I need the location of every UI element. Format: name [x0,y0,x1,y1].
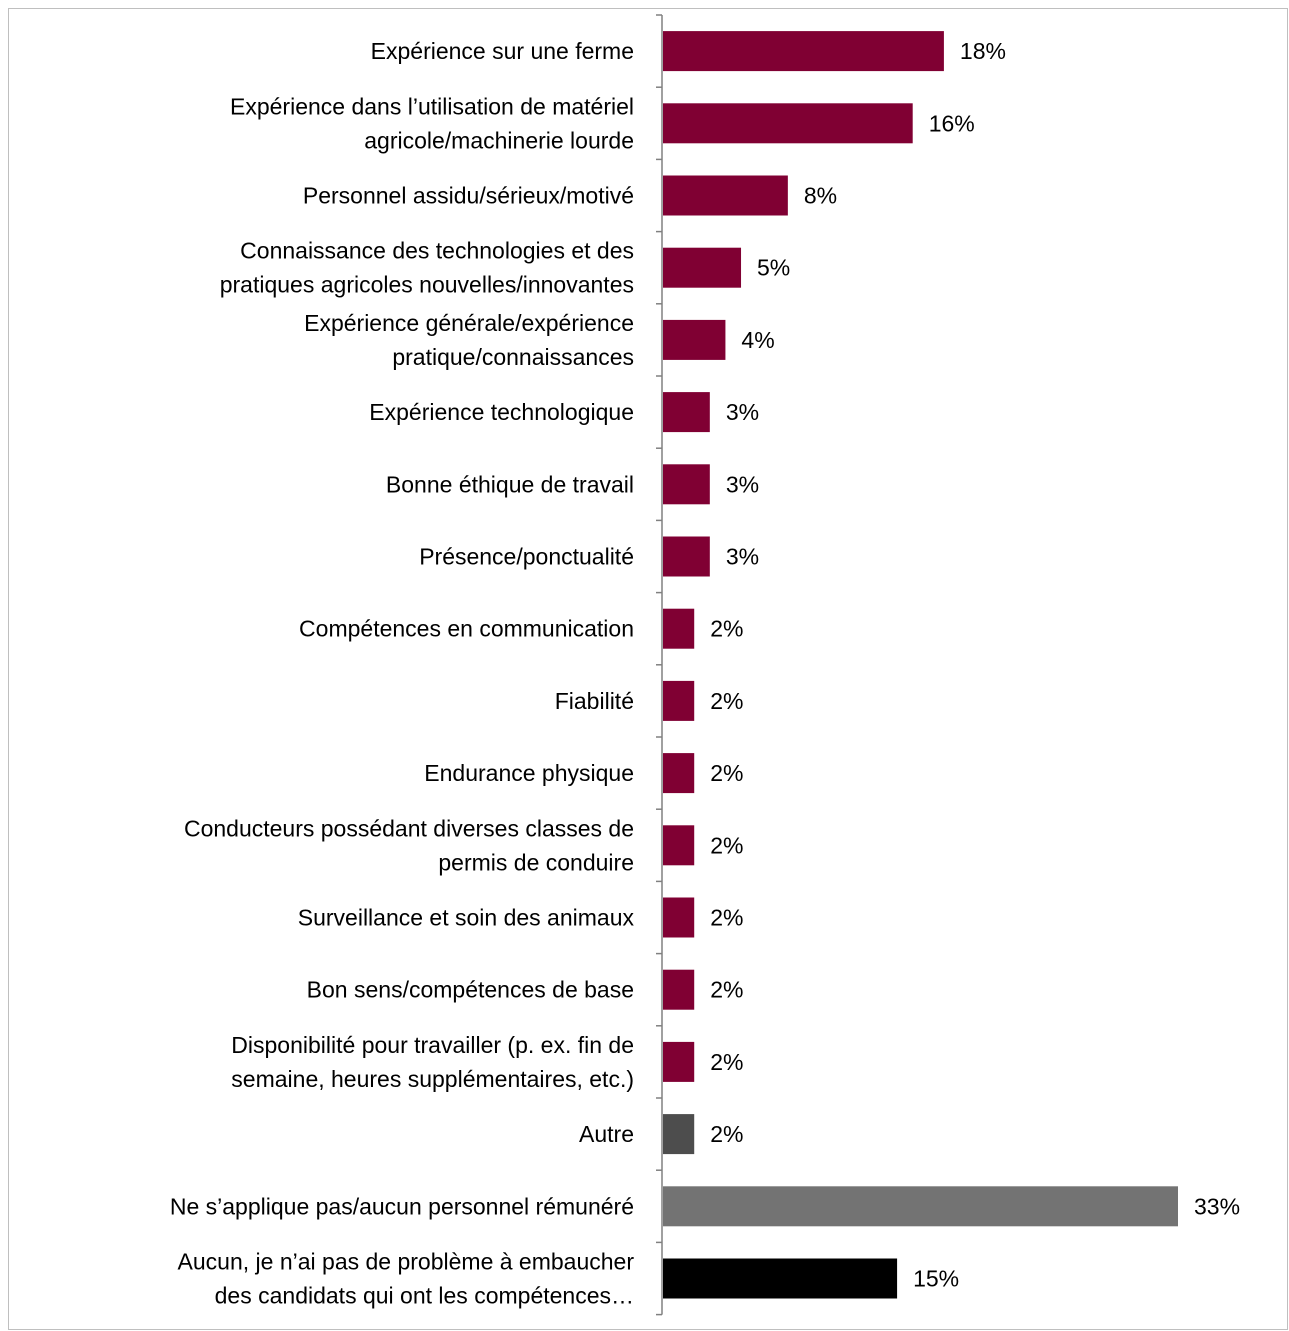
bar [663,608,695,649]
bar [663,392,710,433]
data-label: 3% [726,471,759,497]
data-label: 2% [710,977,743,1003]
bar [663,1186,1178,1227]
data-label: 4% [741,327,774,353]
category-label: Expérience sur une ferme [371,38,634,64]
data-label: 16% [929,110,975,136]
category-label: des candidats qui ont les compétences… [215,1283,634,1309]
data-label: 8% [804,183,837,209]
bar [663,897,695,938]
category-label: agricole/machinerie lourde [364,127,634,153]
bar [663,753,695,794]
category-label: Bonne éthique de travail [386,471,634,497]
data-label: 2% [710,832,743,858]
bar [663,319,726,360]
bar [663,536,710,577]
bar [663,1114,695,1155]
category-label: Expérience technologique [369,399,634,425]
category-label: Surveillance et soin des animaux [298,905,635,931]
bar [663,464,710,505]
category-label: Ne s’applique pas/aucun personnel rémuné… [170,1193,634,1219]
category-label: Conducteurs possédant diverses classes d… [184,815,634,841]
bar-chart: 18% Expérience sur une ferme 16% Expérience… [170,14,1240,1316]
category-label: Connaissance des technologies et des [240,238,634,264]
data-label: 2% [710,1049,743,1075]
category-label: Fiabilité [555,688,634,714]
bar [663,103,913,144]
category-label: Autre [579,1121,634,1147]
category-label: Bon sens/compétences de base [307,977,634,1003]
category-label: Expérience générale/expérience [304,310,634,336]
data-label: 2% [710,905,743,931]
data-label: 3% [726,544,759,570]
category-label: Présence/ponctualité [419,544,634,570]
category-label: Personnel assidu/sérieux/motivé [303,183,634,209]
category-label: Endurance physique [424,760,634,786]
category-label: Expérience dans l’utilisation de matérie… [230,93,634,119]
data-label: 2% [710,616,743,642]
data-label: 15% [913,1266,959,1292]
data-label: 33% [1194,1193,1240,1219]
category-label: Disponibilité pour travailler (p. ex. fi… [231,1032,634,1058]
data-label: 18% [960,38,1006,64]
category-label: permis de conduire [438,849,634,875]
data-label: 2% [710,1121,743,1147]
data-label: 5% [757,255,790,281]
data-label: 2% [710,688,743,714]
chart-frame: 18% Expérience sur une ferme 16% Expérience… [8,8,1288,1330]
bar [663,969,695,1010]
bar [663,1258,898,1299]
bar [663,825,695,866]
bar [663,247,742,288]
category-label: pratiques agricoles nouvelles/innovantes [220,272,634,298]
category-label: semaine, heures supplémentaires, etc.) [231,1066,634,1092]
category-label: pratique/connaissances [392,344,634,370]
bar [663,31,944,72]
bar [663,175,788,216]
category-label: Aucun, je n’ai pas de problème à embauch… [178,1249,635,1275]
bar [663,680,695,721]
bar [663,1041,695,1082]
category-label: Compétences en communication [299,616,634,642]
data-label: 2% [710,760,743,786]
data-label: 3% [726,399,759,425]
